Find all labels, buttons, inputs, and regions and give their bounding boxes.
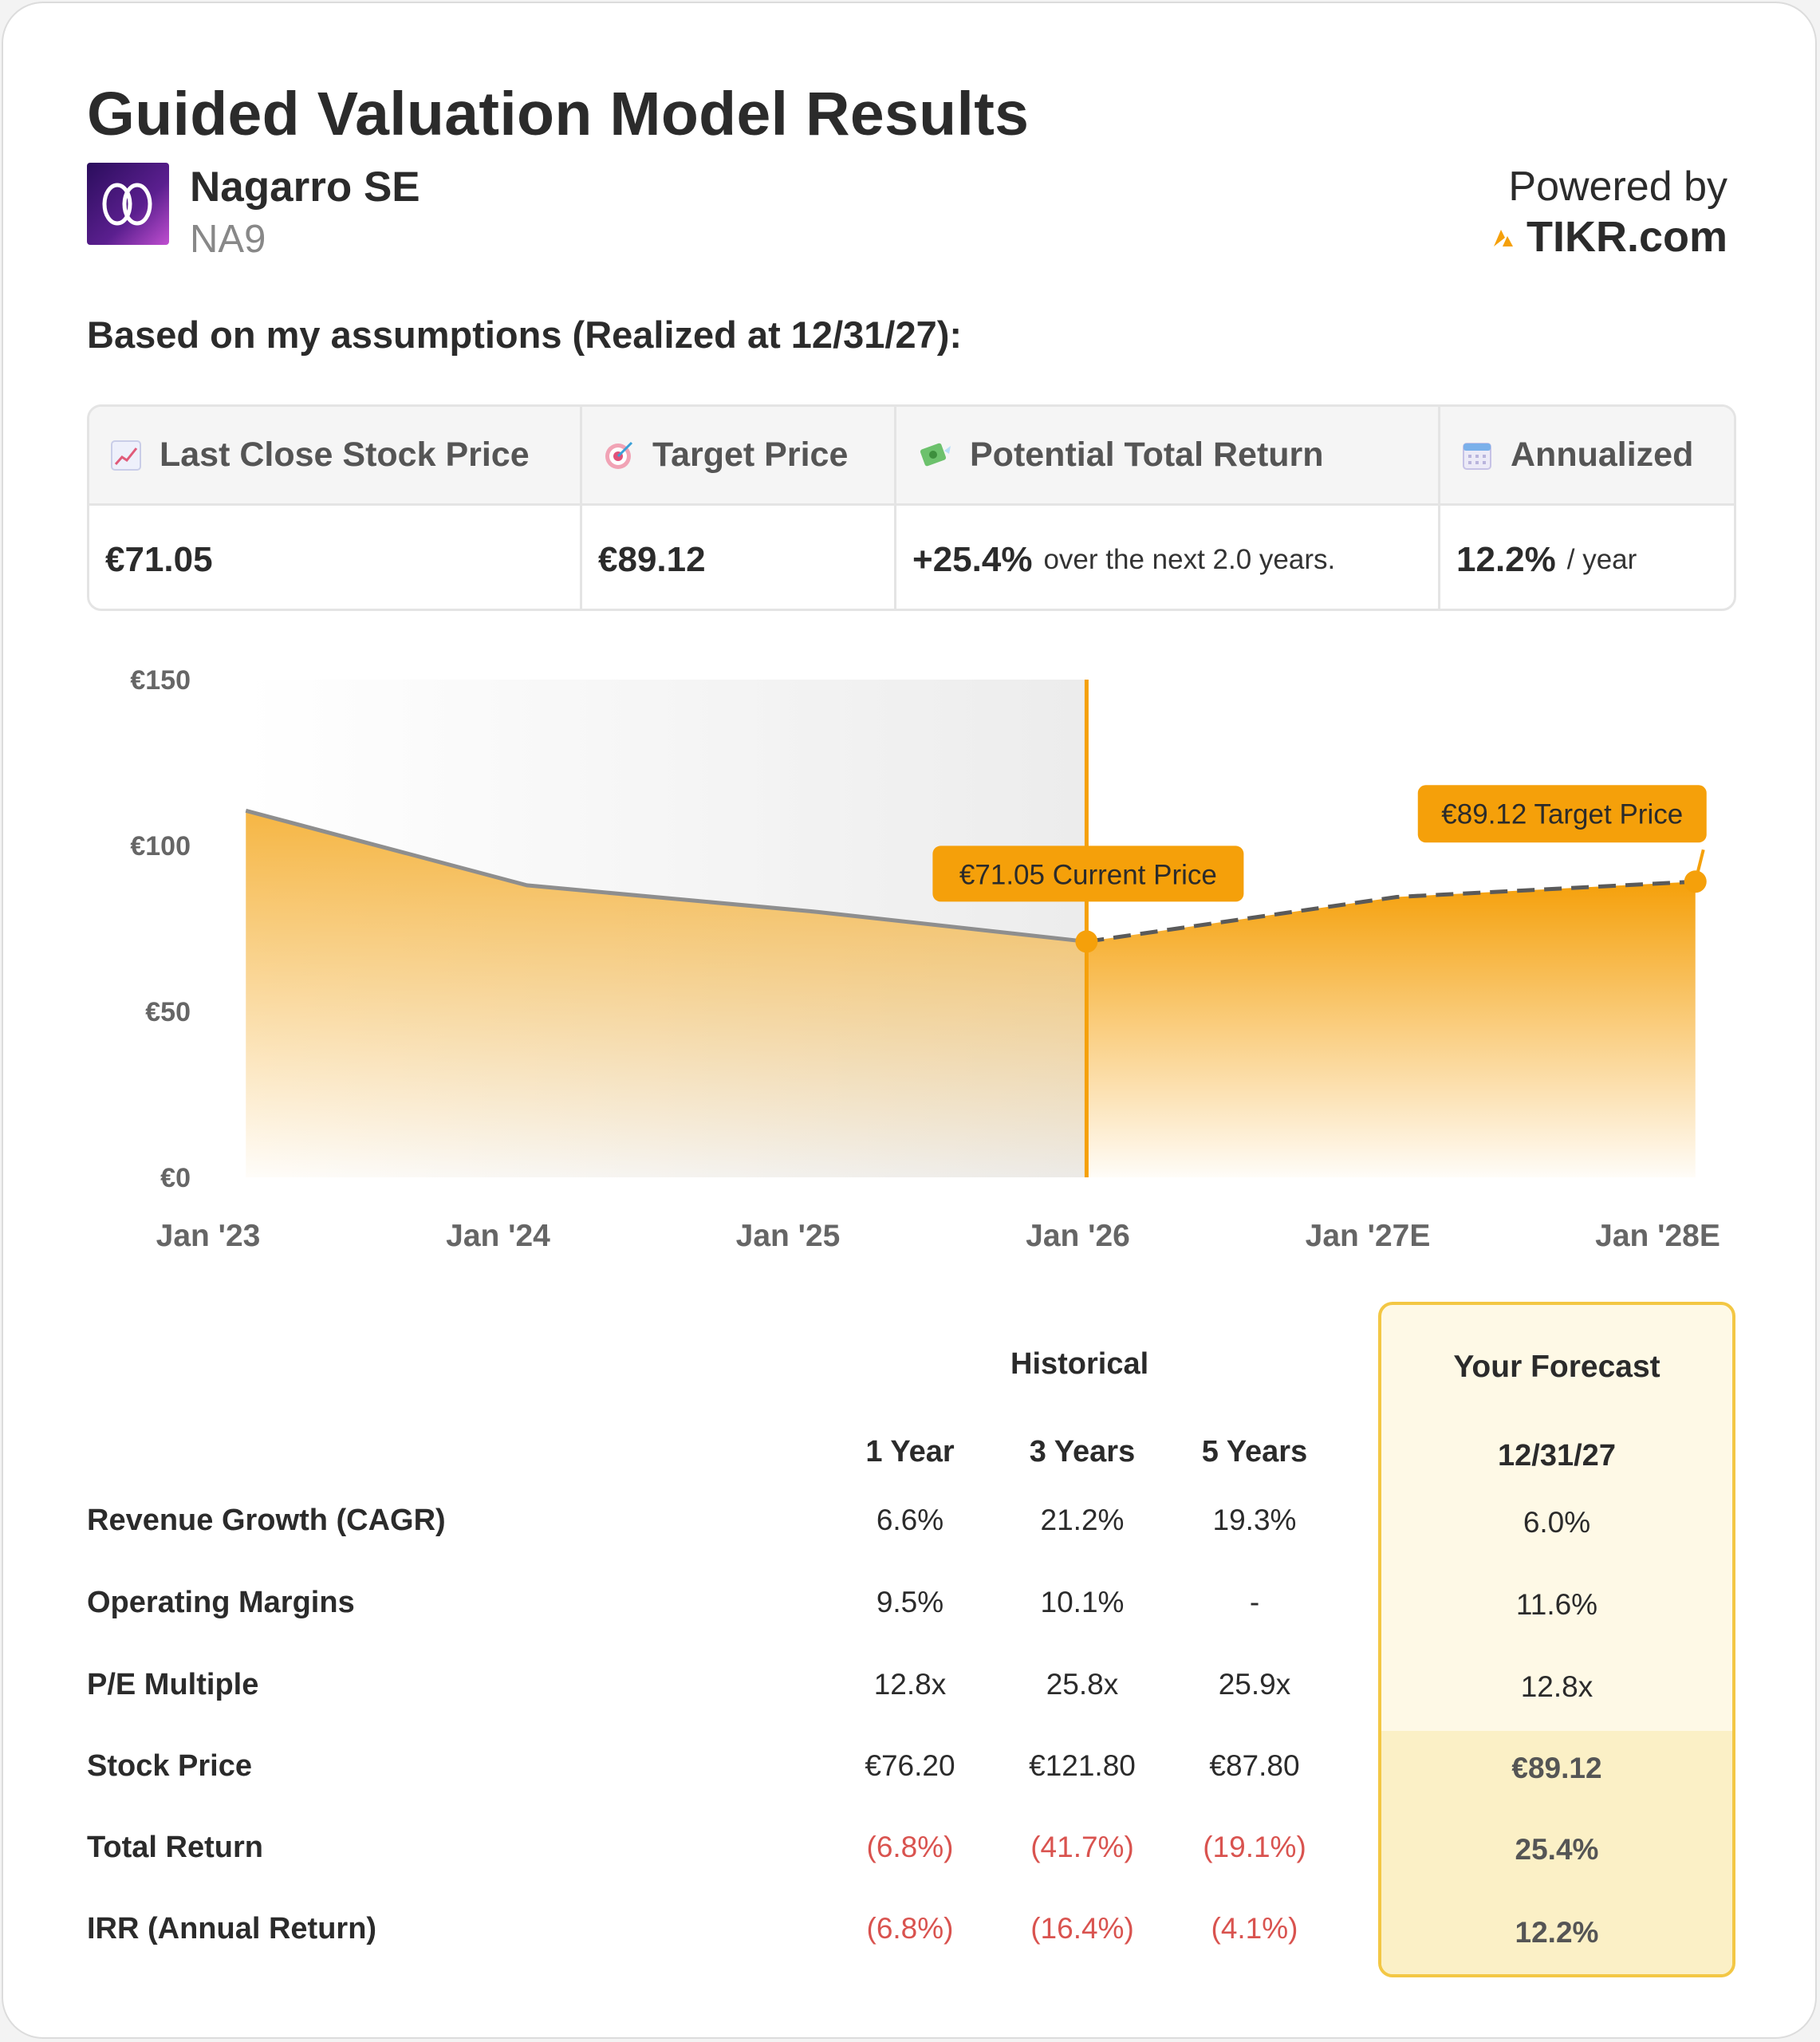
- metric-value-target: €89.12: [582, 506, 896, 609]
- metric-value: €89.12: [598, 539, 706, 579]
- metrics-table: Last Close Stock Price Target Price Pote…: [87, 404, 1736, 611]
- table-cell: 6.6%: [876, 1504, 944, 1536]
- table-cell: 19.3%: [1212, 1504, 1297, 1536]
- calendar-icon: [1463, 442, 1491, 470]
- company-ticker: NA9: [190, 218, 266, 261]
- metric-value-return: +25.4% over the next 2.0 years.: [896, 506, 1440, 609]
- table-cell: 9.5%: [876, 1586, 944, 1618]
- metric-label: Last Close Stock Price: [160, 436, 530, 474]
- table-cell: €121.80: [1029, 1749, 1136, 1782]
- x-tick-label: Jan '27E: [1306, 1219, 1431, 1253]
- historical-line: [245, 808, 1087, 944]
- target-price-point: [1684, 870, 1707, 893]
- metric-value: +25.4%: [912, 539, 1033, 579]
- historical-area: [246, 810, 1087, 1177]
- table-cell: 25.8x: [1046, 1668, 1119, 1701]
- metric-header-target: Target Price: [582, 407, 896, 506]
- row-label-stock-price: Stock Price: [87, 1749, 252, 1783]
- row-label-operating-margins: Operating Margins: [87, 1586, 355, 1619]
- row-label-revenue-growth: Revenue Growth (CAGR): [87, 1504, 446, 1537]
- metric-value: 12.2%: [1456, 539, 1556, 579]
- chart-up-icon: [111, 440, 141, 471]
- metric-label: Annualized: [1511, 436, 1694, 474]
- target-price-label: €89.12 Target Price: [1441, 798, 1683, 830]
- table-cell: (41.7%): [1030, 1831, 1134, 1863]
- forecast-cell: 25.4%: [1515, 1833, 1599, 1866]
- y-tick-label: €50: [145, 997, 191, 1027]
- table-cell: 25.9x: [1218, 1668, 1291, 1701]
- row-label-irr: IRR (Annual Return): [87, 1912, 377, 1945]
- table-cell: 10.1%: [1040, 1586, 1125, 1618]
- metric-value-last-close: €71.05: [89, 506, 582, 609]
- y-tick-label: €0: [160, 1163, 191, 1193]
- forecast-area: [1086, 881, 1696, 1177]
- metric-value-annualized: 12.2% / year: [1440, 506, 1734, 609]
- forecast-header: Your Forecast: [1453, 1350, 1660, 1384]
- row-label-total-return: Total Return: [87, 1831, 263, 1864]
- forecast-cell: 6.0%: [1523, 1506, 1591, 1539]
- metric-header-last-close: Last Close Stock Price: [89, 407, 582, 506]
- metric-label: Potential Total Return: [970, 436, 1324, 474]
- forecast-cell: €89.12: [1511, 1752, 1602, 1784]
- page-title: Guided Valuation Model Results: [87, 80, 1030, 148]
- table-cell: €76.20: [865, 1749, 955, 1782]
- current-price-label: €71.05 Current Price: [959, 859, 1217, 890]
- table-cell: 12.8x: [873, 1668, 947, 1701]
- table-cell: 21.2%: [1040, 1504, 1125, 1536]
- current-price-point: [1075, 930, 1098, 953]
- forecast-panel: Your Forecast 12/31/27: [1378, 1302, 1735, 1977]
- brand-name: TIKR.com: [1526, 213, 1727, 261]
- forecast-highlight: [1381, 1731, 1732, 1974]
- col-header-3-years: 3 Years: [1029, 1435, 1136, 1468]
- price-chart: €150 €100 €50 €0 Jan '23 Jan '24 Jan '25 Jan '2…: [130, 665, 1720, 1253]
- metric-header-annualized: Annualized: [1440, 407, 1734, 506]
- target-icon: [605, 441, 633, 469]
- forecast-cell: 12.8x: [1520, 1670, 1593, 1703]
- forecast-cell: 11.6%: [1515, 1588, 1598, 1621]
- col-header-1-year: 1 Year: [865, 1435, 955, 1468]
- y-tick-label: €150: [130, 665, 191, 696]
- table-cell: (4.1%): [1211, 1912, 1298, 1945]
- target-price-callout: [1417, 785, 1707, 843]
- money-wings-icon: [920, 443, 951, 466]
- current-price-callout: [932, 846, 1244, 902]
- y-tick-label: €100: [130, 831, 191, 861]
- table-cell: -: [1249, 1586, 1260, 1618]
- row-label-pe-multiple: P/E Multiple: [87, 1668, 259, 1701]
- table-cell: (6.8%): [866, 1912, 954, 1945]
- assumptions-subtitle: Based on my assumptions (Realized at 12/…: [87, 313, 963, 356]
- x-tick-label: Jan '23: [156, 1219, 261, 1253]
- metric-note: over the next 2.0 years.: [1043, 543, 1336, 575]
- table-cell: (16.4%): [1030, 1912, 1134, 1945]
- metric-header-return: Potential Total Return: [896, 407, 1440, 506]
- x-tick-label: Jan '26: [1026, 1219, 1130, 1253]
- col-header-5-years: 5 Years: [1201, 1435, 1308, 1468]
- table-cell: (6.8%): [866, 1831, 954, 1863]
- company-name: Nagarro SE: [190, 164, 420, 211]
- forecast-line: [1086, 879, 1696, 944]
- metric-label: Target Price: [652, 436, 849, 474]
- table-cell: (19.1%): [1203, 1831, 1306, 1863]
- x-tick-label: Jan '28E: [1595, 1219, 1720, 1253]
- metric-note: / year: [1566, 543, 1637, 575]
- forecast-cell: 12.2%: [1515, 1916, 1599, 1949]
- forecast-date: 12/31/27: [1498, 1439, 1616, 1472]
- tikr-logo-icon: [1493, 230, 1513, 246]
- table-cell: €87.80: [1209, 1749, 1300, 1782]
- x-tick-label: Jan '25: [736, 1219, 841, 1253]
- company-logo: [87, 163, 169, 245]
- historical-header: Historical: [1010, 1347, 1149, 1381]
- brand-link[interactable]: TIKR.com: [1491, 212, 1727, 262]
- x-tick-label: Jan '24: [446, 1219, 550, 1253]
- metric-value: €71.05: [105, 539, 213, 579]
- powered-by-label: Powered by: [1508, 164, 1727, 210]
